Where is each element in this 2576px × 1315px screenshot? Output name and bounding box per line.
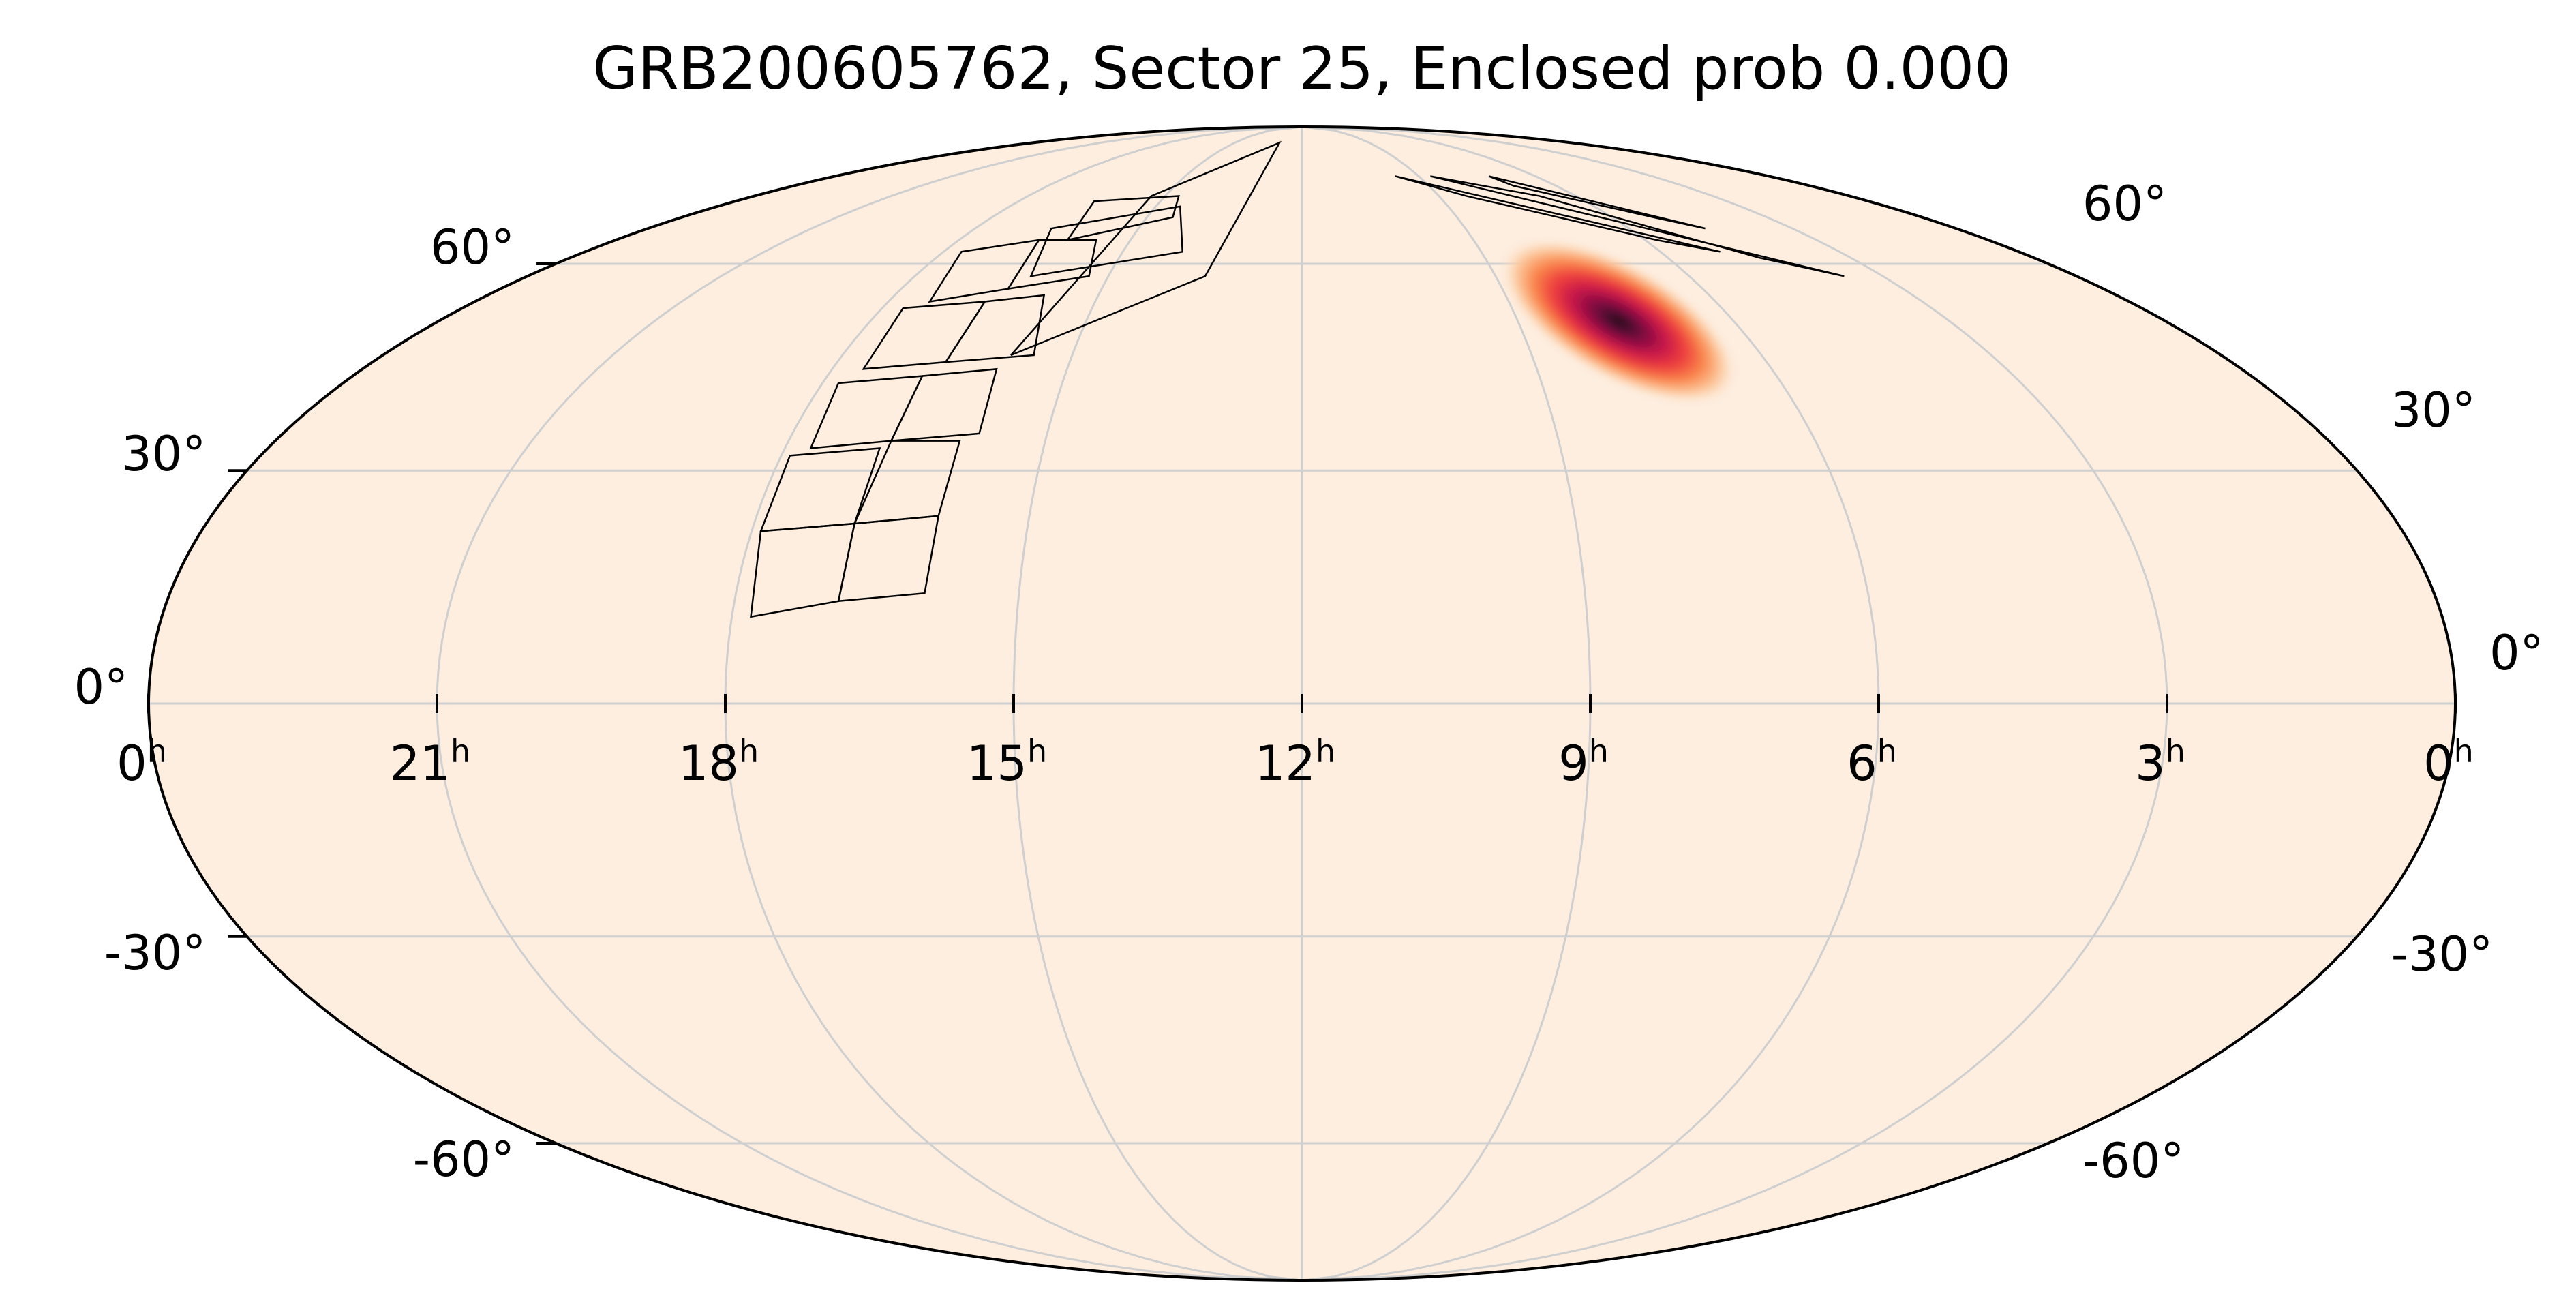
dec-tick-label-right: 0° [2489, 625, 2544, 681]
ra-tick-label: 0h [117, 733, 167, 791]
dec-tick-label-right: 30° [2391, 382, 2476, 438]
camera-tile [853, 440, 961, 525]
camera-tile [943, 294, 1046, 363]
chart-title: GRB200605762, Sector 25, Enclosed prob 0… [592, 35, 2012, 103]
camera-tile [1395, 175, 1721, 253]
localization-probability [1499, 237, 1739, 405]
ra-tick-label: 18h [678, 733, 759, 791]
dec-tick-labels-right: 60° 30° 0° -30° -60° [2082, 176, 2544, 1189]
camera-tile [1010, 140, 1282, 357]
dec-tick-label-right: -30° [2391, 926, 2493, 982]
camera-tile [1430, 175, 1845, 277]
axis-tick-marks [147, 262, 2457, 1145]
sector-camera-footprint [750, 140, 1845, 618]
ra-tick-label: 15h [967, 733, 1047, 791]
camera-tile [1488, 175, 1706, 230]
dec-tick-label-left: 30° [121, 426, 206, 482]
dec-tick-labels-left: 60° 30° 0° -30° -60° [74, 220, 515, 1188]
ra-tick-label: 21h [390, 733, 470, 791]
camera-tile [1065, 195, 1180, 241]
ra-tick-label: 0h [2423, 733, 2474, 791]
camera-tile [1006, 239, 1097, 290]
dec-tick-label-left: 0° [74, 659, 128, 715]
ra-tick-label: 12h [1255, 733, 1335, 791]
ra-tick-label: 6h [1847, 733, 1897, 791]
ra-tick-labels: 0h 21h 18h 15h 12h 9h 6h 3h 0h [117, 733, 2474, 791]
camera-tile [1029, 205, 1184, 277]
dec-tick-label-left: 60° [430, 220, 515, 275]
dec-tick-label-right: -60° [2082, 1133, 2184, 1189]
dec-tick-label-left: -30° [104, 925, 206, 981]
dec-tick-label-left: -60° [413, 1132, 515, 1188]
dec-tick-label-right: 60° [2082, 176, 2167, 232]
probability-peak [1499, 237, 1739, 405]
camera-tile [759, 447, 881, 532]
ra-tick-label: 9h [1558, 733, 1609, 791]
ra-tick-label: 3h [2135, 733, 2185, 791]
camera-tile [890, 367, 998, 442]
